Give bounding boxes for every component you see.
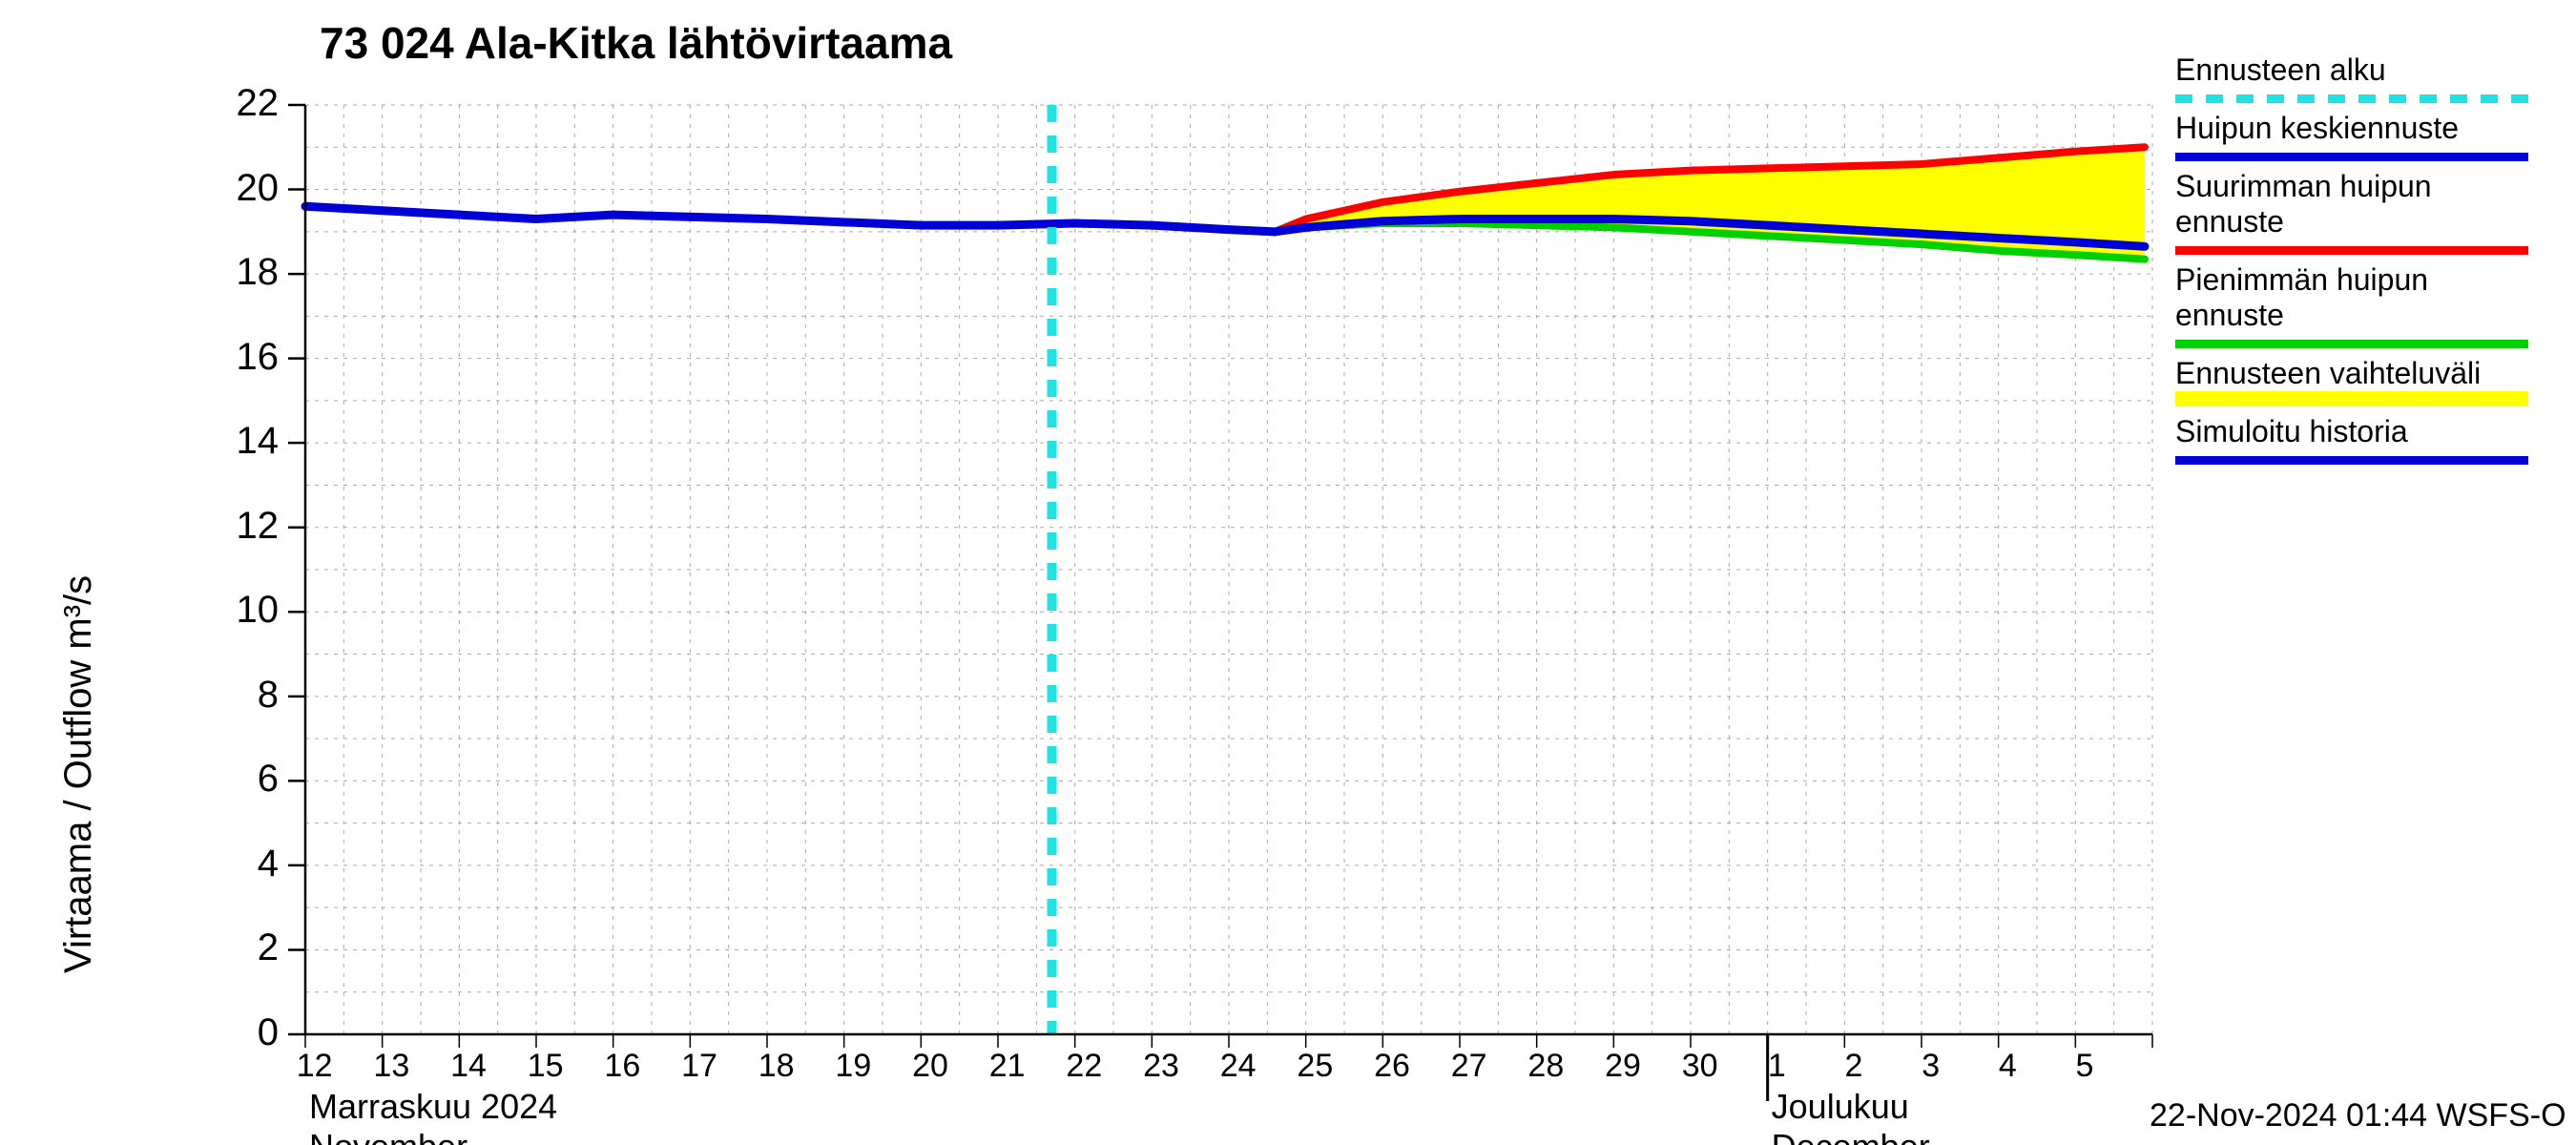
legend-label: Huipun keskiennuste xyxy=(2175,111,2538,146)
legend-item: Ennusteen alku xyxy=(2175,52,2538,103)
legend-item: Pienimmän huipun ennuste xyxy=(2175,262,2538,348)
x-tick: 2 xyxy=(1845,1048,1863,1085)
y-tick: 8 xyxy=(191,674,279,717)
legend-swatch xyxy=(2175,449,2528,465)
x-tick: 19 xyxy=(835,1048,871,1085)
legend-label: Ennusteen vaihteluväli xyxy=(2175,356,2538,391)
legend-swatch xyxy=(2175,391,2528,406)
legend-item: Simuloitu historia xyxy=(2175,414,2538,465)
legend-swatch xyxy=(2175,333,2528,348)
y-tick: 14 xyxy=(191,420,279,463)
x-tick: 30 xyxy=(1682,1048,1718,1085)
x-tick: 24 xyxy=(1220,1048,1257,1085)
x-tick: 17 xyxy=(681,1048,717,1085)
legend-label: Ennusteen alku xyxy=(2175,52,2538,88)
y-tick: 22 xyxy=(191,82,279,125)
y-tick: 18 xyxy=(191,251,279,294)
x-tick: 16 xyxy=(604,1048,640,1085)
x-tick: 13 xyxy=(373,1048,409,1085)
y-tick: 12 xyxy=(191,505,279,548)
x-tick: 14 xyxy=(450,1048,487,1085)
x-tick: 22 xyxy=(1066,1048,1102,1085)
x-tick: 26 xyxy=(1374,1048,1410,1085)
y-tick: 2 xyxy=(191,926,279,969)
x-tick: 28 xyxy=(1527,1048,1564,1085)
month-label: Marraskuu 2024November xyxy=(309,1087,557,1145)
legend-swatch xyxy=(2175,88,2528,103)
chart-root: 73 024 Ala-Kitka lähtövirtaama Virtaama … xyxy=(0,0,2576,1145)
legend-label: Simuloitu historia xyxy=(2175,414,2538,449)
x-tick: 20 xyxy=(912,1048,948,1085)
x-tick: 15 xyxy=(528,1048,564,1085)
legend-label: Suurimman huipun ennuste xyxy=(2175,169,2538,239)
x-tick: 29 xyxy=(1605,1048,1641,1085)
legend-item: Suurimman huipun ennuste xyxy=(2175,169,2538,255)
month-label: JoulukuuDecember xyxy=(1772,1087,1930,1145)
x-tick: 1 xyxy=(1768,1048,1786,1085)
legend-item: Ennusteen vaihteluväli xyxy=(2175,356,2538,406)
y-tick: 16 xyxy=(191,336,279,379)
legend-swatch xyxy=(2175,146,2528,161)
y-tick: 10 xyxy=(191,589,279,632)
legend: Ennusteen alku Huipun keskiennuste Suurimm… xyxy=(2175,52,2538,472)
legend-label: Pienimmän huipun ennuste xyxy=(2175,262,2538,333)
y-tick: 0 xyxy=(191,1011,279,1054)
y-tick: 4 xyxy=(191,843,279,885)
y-tick: 6 xyxy=(191,758,279,801)
x-tick: 3 xyxy=(1922,1048,1940,1085)
y-tick: 20 xyxy=(191,167,279,210)
x-tick: 12 xyxy=(297,1048,333,1085)
legend-item: Huipun keskiennuste xyxy=(2175,111,2538,161)
x-tick: 5 xyxy=(2076,1048,2094,1085)
footer-timestamp: 22-Nov-2024 01:44 WSFS-O xyxy=(2150,1097,2566,1135)
legend-swatch xyxy=(2175,239,2528,255)
x-tick: 18 xyxy=(758,1048,795,1085)
x-tick: 25 xyxy=(1297,1048,1333,1085)
x-tick: 23 xyxy=(1143,1048,1179,1085)
x-tick: 27 xyxy=(1451,1048,1487,1085)
x-tick: 21 xyxy=(989,1048,1026,1085)
x-tick: 4 xyxy=(1999,1048,2017,1085)
